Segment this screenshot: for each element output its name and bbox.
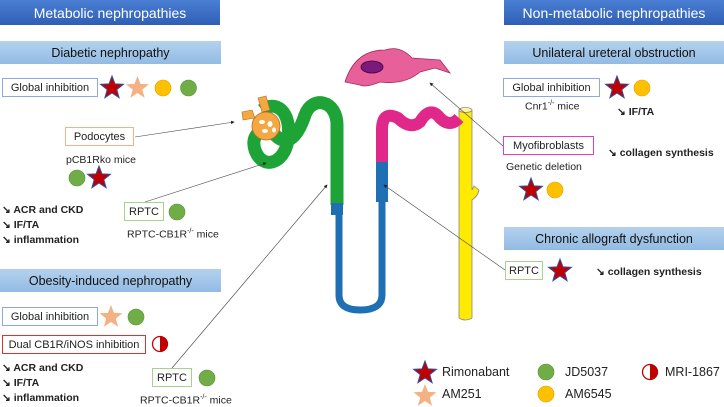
rimonabant-star-icon (518, 176, 544, 201)
diabetic-outcomes: ↘ ACR and CKD ↘ IF/TA ↘ inflammation (2, 203, 83, 248)
rimonabant-star-icon (99, 74, 125, 99)
legend-rimonabant: Rimonabant (442, 365, 510, 379)
rimonabant-star-icon (86, 164, 112, 189)
diabetic-nephropathy-header: Diabetic nephropathy (0, 41, 221, 64)
am6545-circle-icon (154, 79, 172, 97)
loop-of-henle (333, 200, 386, 314)
myofibroblasts-box: Myofibroblasts (503, 136, 594, 155)
arrow-rptc-diabetic (144, 162, 267, 203)
glomerulus (241, 95, 281, 141)
jd5037-circle-icon (168, 203, 186, 221)
outcome: ↘ ACR and CKD (2, 362, 84, 374)
uuo-header: Unilateral ureteral obstruction (504, 41, 724, 64)
arrow-podocytes (134, 120, 235, 138)
legend-mri1867: MRI-1867 (665, 365, 720, 379)
myofibroblasts-model: Genetic deletion (506, 161, 582, 173)
am251-star-icon (126, 76, 149, 98)
rimonabant-star-icon (547, 257, 573, 282)
am251-star-icon (99, 305, 123, 327)
diabetic-rptc-box: RPTC (124, 202, 164, 221)
dual-inhibition-box: Dual CB1R/iNOS inhibition (2, 335, 146, 354)
uuo-global-inhibition-box: Global inhibition (503, 78, 600, 97)
jd5037-circle-icon (180, 79, 197, 97)
obesity-rptc-box: RPTC (152, 368, 192, 387)
am6545-circle-icon (546, 181, 564, 199)
chronic-allograft-header: Chronic allograft dysfunction (504, 227, 724, 250)
rimonabant-star-icon (604, 74, 630, 99)
legend-am251: AM251 (442, 387, 482, 401)
outcome: ↘ ACR and CKD (2, 204, 84, 216)
outcome: ↘ inflammation (2, 234, 80, 246)
outcome: ↘ inflammation (2, 392, 80, 404)
chronic-rptc-box: RPTC (505, 261, 543, 280)
jd5037-circle-icon (127, 308, 145, 326)
rimonabant-star-icon (412, 359, 438, 384)
outcome: ↘ IF/TA (2, 219, 40, 231)
am6545-circle-icon (633, 79, 651, 97)
jd5037-circle-icon (68, 169, 86, 187)
myofibroblast-cell (344, 48, 452, 87)
model-name: Cnr1 (525, 100, 548, 113)
am251-star-icon (413, 384, 437, 406)
model-sup: -/- (547, 100, 555, 107)
model-suffix: mice (193, 228, 219, 241)
model-sup: -/- (200, 394, 207, 401)
model-name: RPTC-CB1R (140, 394, 201, 407)
model-sup: -/- (187, 228, 194, 235)
non-metabolic-header: Non-metabolic nephropathies (504, 0, 724, 25)
obesity-rptc-model: RPTC-CB1R-/- mice (140, 394, 232, 407)
jd5037-circle-icon (198, 369, 216, 387)
metabolic-header: Metabolic nephropathies (0, 0, 220, 25)
collecting-duct (458, 107, 480, 321)
podocytes-box: Podocytes (65, 127, 134, 146)
arrow-myofibroblasts (429, 82, 504, 147)
outcome: ↘ IF/TA (2, 377, 40, 389)
obesity-nephropathy-header: Obesity-induced nephropathy (0, 269, 221, 292)
distal-tubule (376, 106, 464, 162)
myofibroblasts-outcome: ↘ collagen synthesis (608, 147, 714, 159)
chronic-outcome: ↘ collagen synthesis (596, 266, 702, 278)
mri1867-circle-icon (641, 363, 659, 381)
arrow-rptc-chronic (383, 184, 506, 271)
uuo-global-model: Cnr1-/- mice (525, 100, 579, 113)
mri1867-circle-icon (151, 335, 169, 353)
model-name: RPTC-CB1R (127, 228, 188, 241)
diabetic-global-inhibition-box: Global inhibition (2, 78, 98, 97)
legend-jd5037: JD5037 (565, 365, 609, 379)
model-suffix: mice (206, 394, 232, 407)
podocytes-model: pCB1Rko mice (66, 154, 137, 166)
obesity-outcomes: ↘ ACR and CKD ↘ IF/TA ↘ inflammation (2, 361, 83, 406)
jd5037-circle-icon (537, 363, 555, 381)
diabetic-rptc-model: RPTC-CB1R-/- mice (127, 228, 219, 241)
am6545-circle-icon (537, 385, 555, 403)
uuo-global-outcome: ↘ IF/TA (617, 106, 655, 118)
obesity-global-inhibition-box: Global inhibition (2, 307, 98, 326)
arrow-rptc-obesity (171, 184, 328, 369)
model-suffix: mice (554, 100, 580, 113)
legend-am6545: AM6545 (565, 387, 612, 401)
